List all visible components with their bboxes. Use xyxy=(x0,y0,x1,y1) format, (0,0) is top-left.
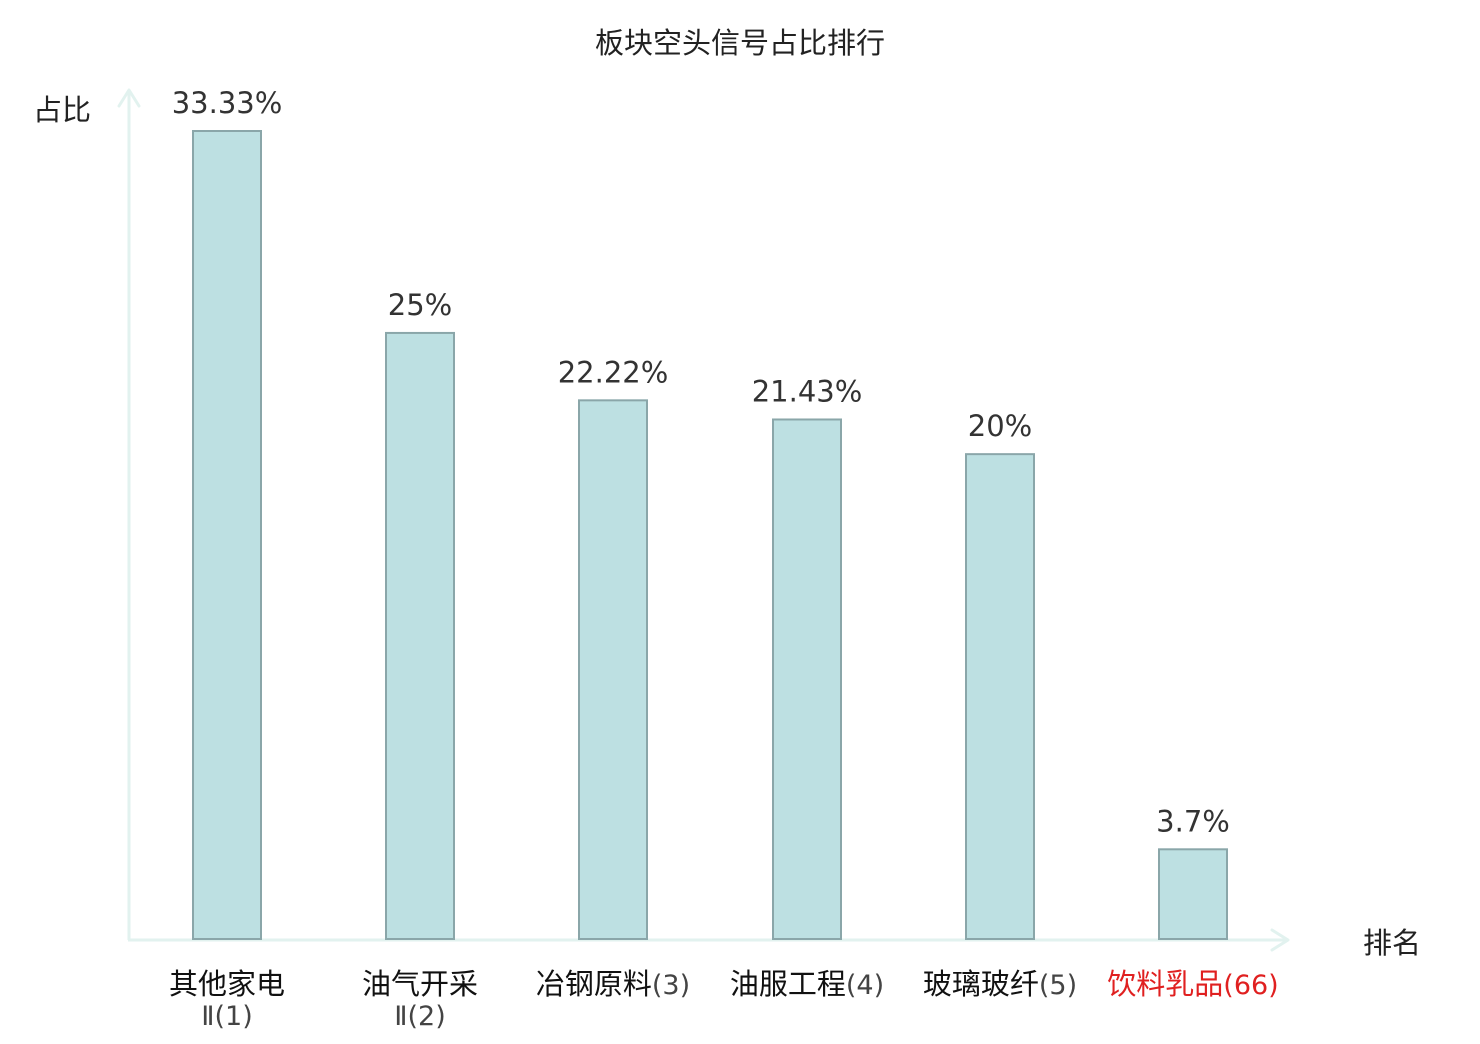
category-rank: (3) xyxy=(652,970,690,1001)
category-label: 玻璃玻纤(5) xyxy=(923,967,1077,1001)
axes xyxy=(117,88,1290,952)
bars-group xyxy=(192,130,1228,941)
category-label: 饮料乳品(66) xyxy=(1107,967,1278,1001)
bar xyxy=(192,130,262,940)
category-label: 油气开采 xyxy=(362,967,478,1001)
bar-value-label: 22.22% xyxy=(558,355,669,389)
x-axis-arrow-icon xyxy=(1270,928,1290,952)
bar xyxy=(965,453,1035,940)
category-label: 其他家电 xyxy=(169,967,285,1001)
bar xyxy=(578,399,648,941)
chart-title: 板块空头信号占比排行 xyxy=(595,26,885,60)
category-rank: (4) xyxy=(846,970,884,1001)
bar-value-label: 20% xyxy=(968,409,1032,443)
bar-value-label: 21.43% xyxy=(752,374,863,408)
bar xyxy=(1158,848,1228,941)
y-axis-arrow-icon xyxy=(117,88,141,108)
category-label: 油服工程(4) xyxy=(730,967,884,1001)
category-name: 饮料乳品 xyxy=(1107,967,1223,1001)
bar xyxy=(772,418,842,940)
value-labels-group: 33.33% 25% 22.22% 21.43% 20% 3.7% xyxy=(172,86,1230,838)
category-name: 冶钢原料 xyxy=(536,967,652,1001)
category-name: 玻璃玻纤 xyxy=(923,967,1039,1001)
category-label: 冶钢原料(3) xyxy=(536,967,690,1001)
bar-value-label: 33.33% xyxy=(172,86,283,120)
category-rank: (5) xyxy=(1039,970,1077,1001)
bar xyxy=(385,331,455,940)
category-rank: (66) xyxy=(1223,970,1278,1001)
bar-value-label: 25% xyxy=(388,288,452,322)
x-axis-label: 排名 xyxy=(1363,926,1421,960)
bar-value-label: 3.7% xyxy=(1156,804,1230,838)
category-rank-label: Ⅱ(1) xyxy=(201,1001,253,1032)
category-name: 油服工程 xyxy=(730,967,846,1001)
y-axis-label: 占比 xyxy=(33,93,91,127)
category-rank-label: Ⅱ(2) xyxy=(394,1001,446,1032)
